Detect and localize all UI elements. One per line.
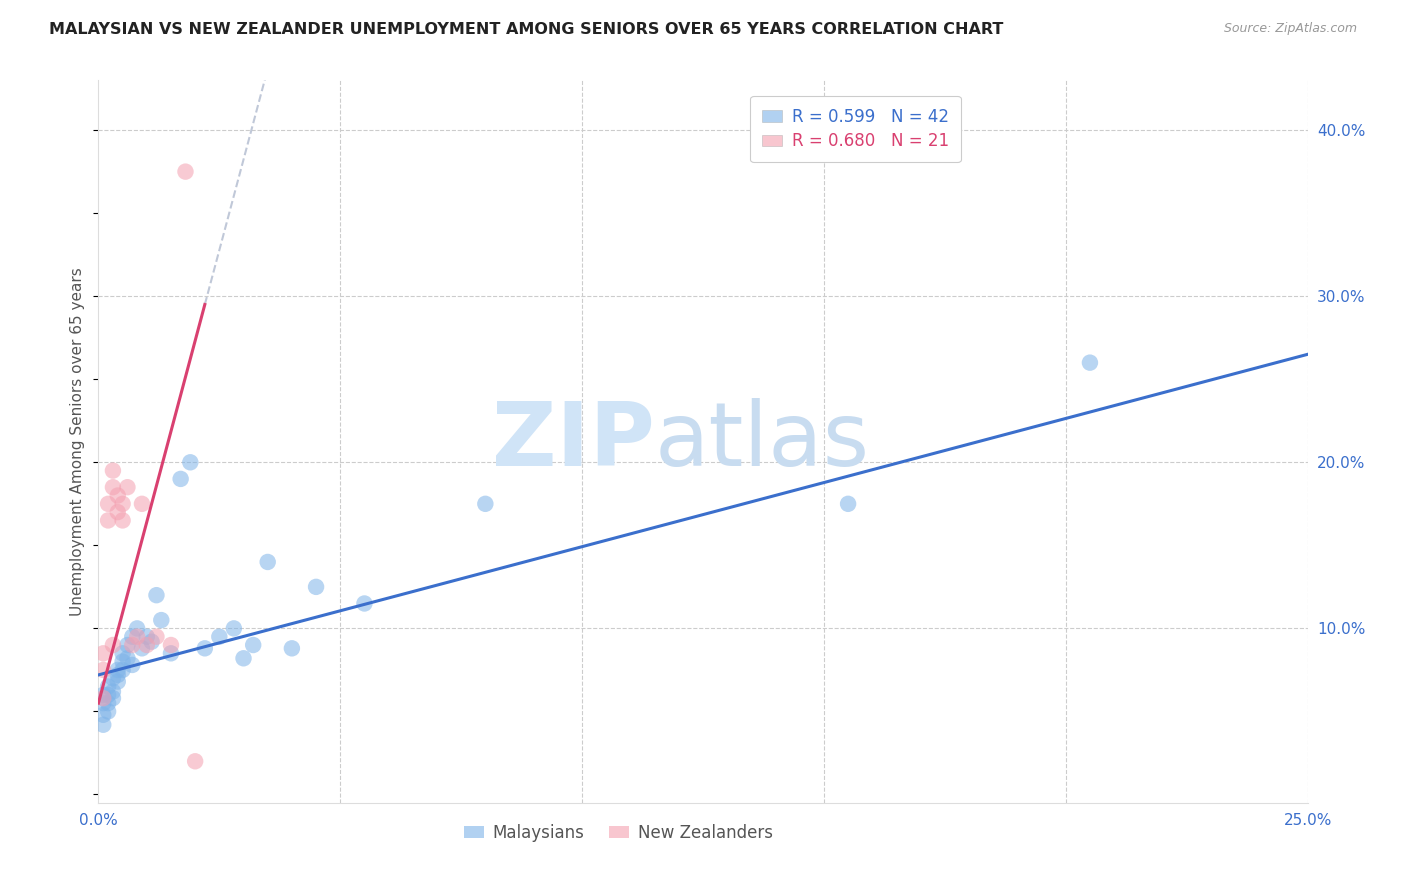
Point (131, 497, 153, 511)
Point (97, 688, 120, 702)
Point (97, 513, 120, 527)
Point (121, 638, 143, 652)
Point (117, 638, 139, 652)
Point (111, 663, 134, 677)
Point (169, 472, 191, 486)
Point (353, 597, 375, 611)
Point (111, 497, 134, 511)
Point (91, 696, 114, 710)
Point (281, 641, 304, 656)
Point (305, 580, 328, 594)
Point (91, 646, 114, 660)
Point (97, 680, 120, 694)
Point (97, 497, 120, 511)
Point (232, 651, 254, 665)
Point (184, 754, 207, 768)
Point (107, 505, 129, 519)
Point (242, 638, 264, 652)
Point (160, 638, 183, 652)
Point (256, 555, 278, 569)
Point (179, 455, 201, 469)
Point (208, 630, 231, 644)
Point (107, 489, 129, 503)
Text: MALAYSIAN VS NEW ZEALANDER UNEMPLOYMENT AMONG SENIORS OVER 65 YEARS CORRELATION : MALAYSIAN VS NEW ZEALANDER UNEMPLOYMENT … (49, 22, 1004, 37)
Point (174, 164, 197, 178)
Point (101, 691, 124, 706)
Text: atlas: atlas (655, 398, 870, 485)
Point (91, 691, 114, 706)
Point (101, 684, 124, 698)
Point (91, 717, 114, 731)
Point (1078, 356, 1101, 370)
Point (141, 634, 163, 648)
Point (145, 588, 167, 602)
Point (91, 707, 114, 722)
Text: ZIP: ZIP (492, 398, 655, 485)
Point (135, 630, 157, 644)
Point (101, 464, 124, 478)
Point (97, 696, 120, 710)
Point (121, 630, 143, 644)
Point (145, 630, 167, 644)
Point (131, 641, 153, 656)
Point (117, 651, 139, 665)
Point (111, 655, 134, 669)
Point (97, 705, 120, 719)
Point (107, 668, 129, 682)
Point (222, 621, 245, 635)
Point (150, 613, 173, 627)
Legend: Malaysians, New Zealanders: Malaysians, New Zealanders (457, 817, 779, 848)
Point (194, 641, 217, 656)
Text: Source: ZipAtlas.com: Source: ZipAtlas.com (1223, 22, 1357, 36)
Point (107, 674, 129, 689)
Point (91, 663, 114, 677)
Point (135, 638, 157, 652)
Point (107, 663, 129, 677)
Point (101, 638, 124, 652)
Point (121, 657, 143, 672)
Point (101, 480, 124, 494)
Point (91, 688, 114, 702)
Y-axis label: Unemployment Among Seniors over 65 years: Unemployment Among Seniors over 65 years (70, 268, 86, 615)
Point (111, 646, 134, 660)
Point (111, 513, 134, 527)
Point (474, 497, 496, 511)
Point (117, 480, 139, 494)
Point (837, 497, 859, 511)
Point (101, 671, 124, 685)
Point (160, 646, 183, 660)
Point (127, 630, 149, 644)
Point (127, 621, 149, 635)
